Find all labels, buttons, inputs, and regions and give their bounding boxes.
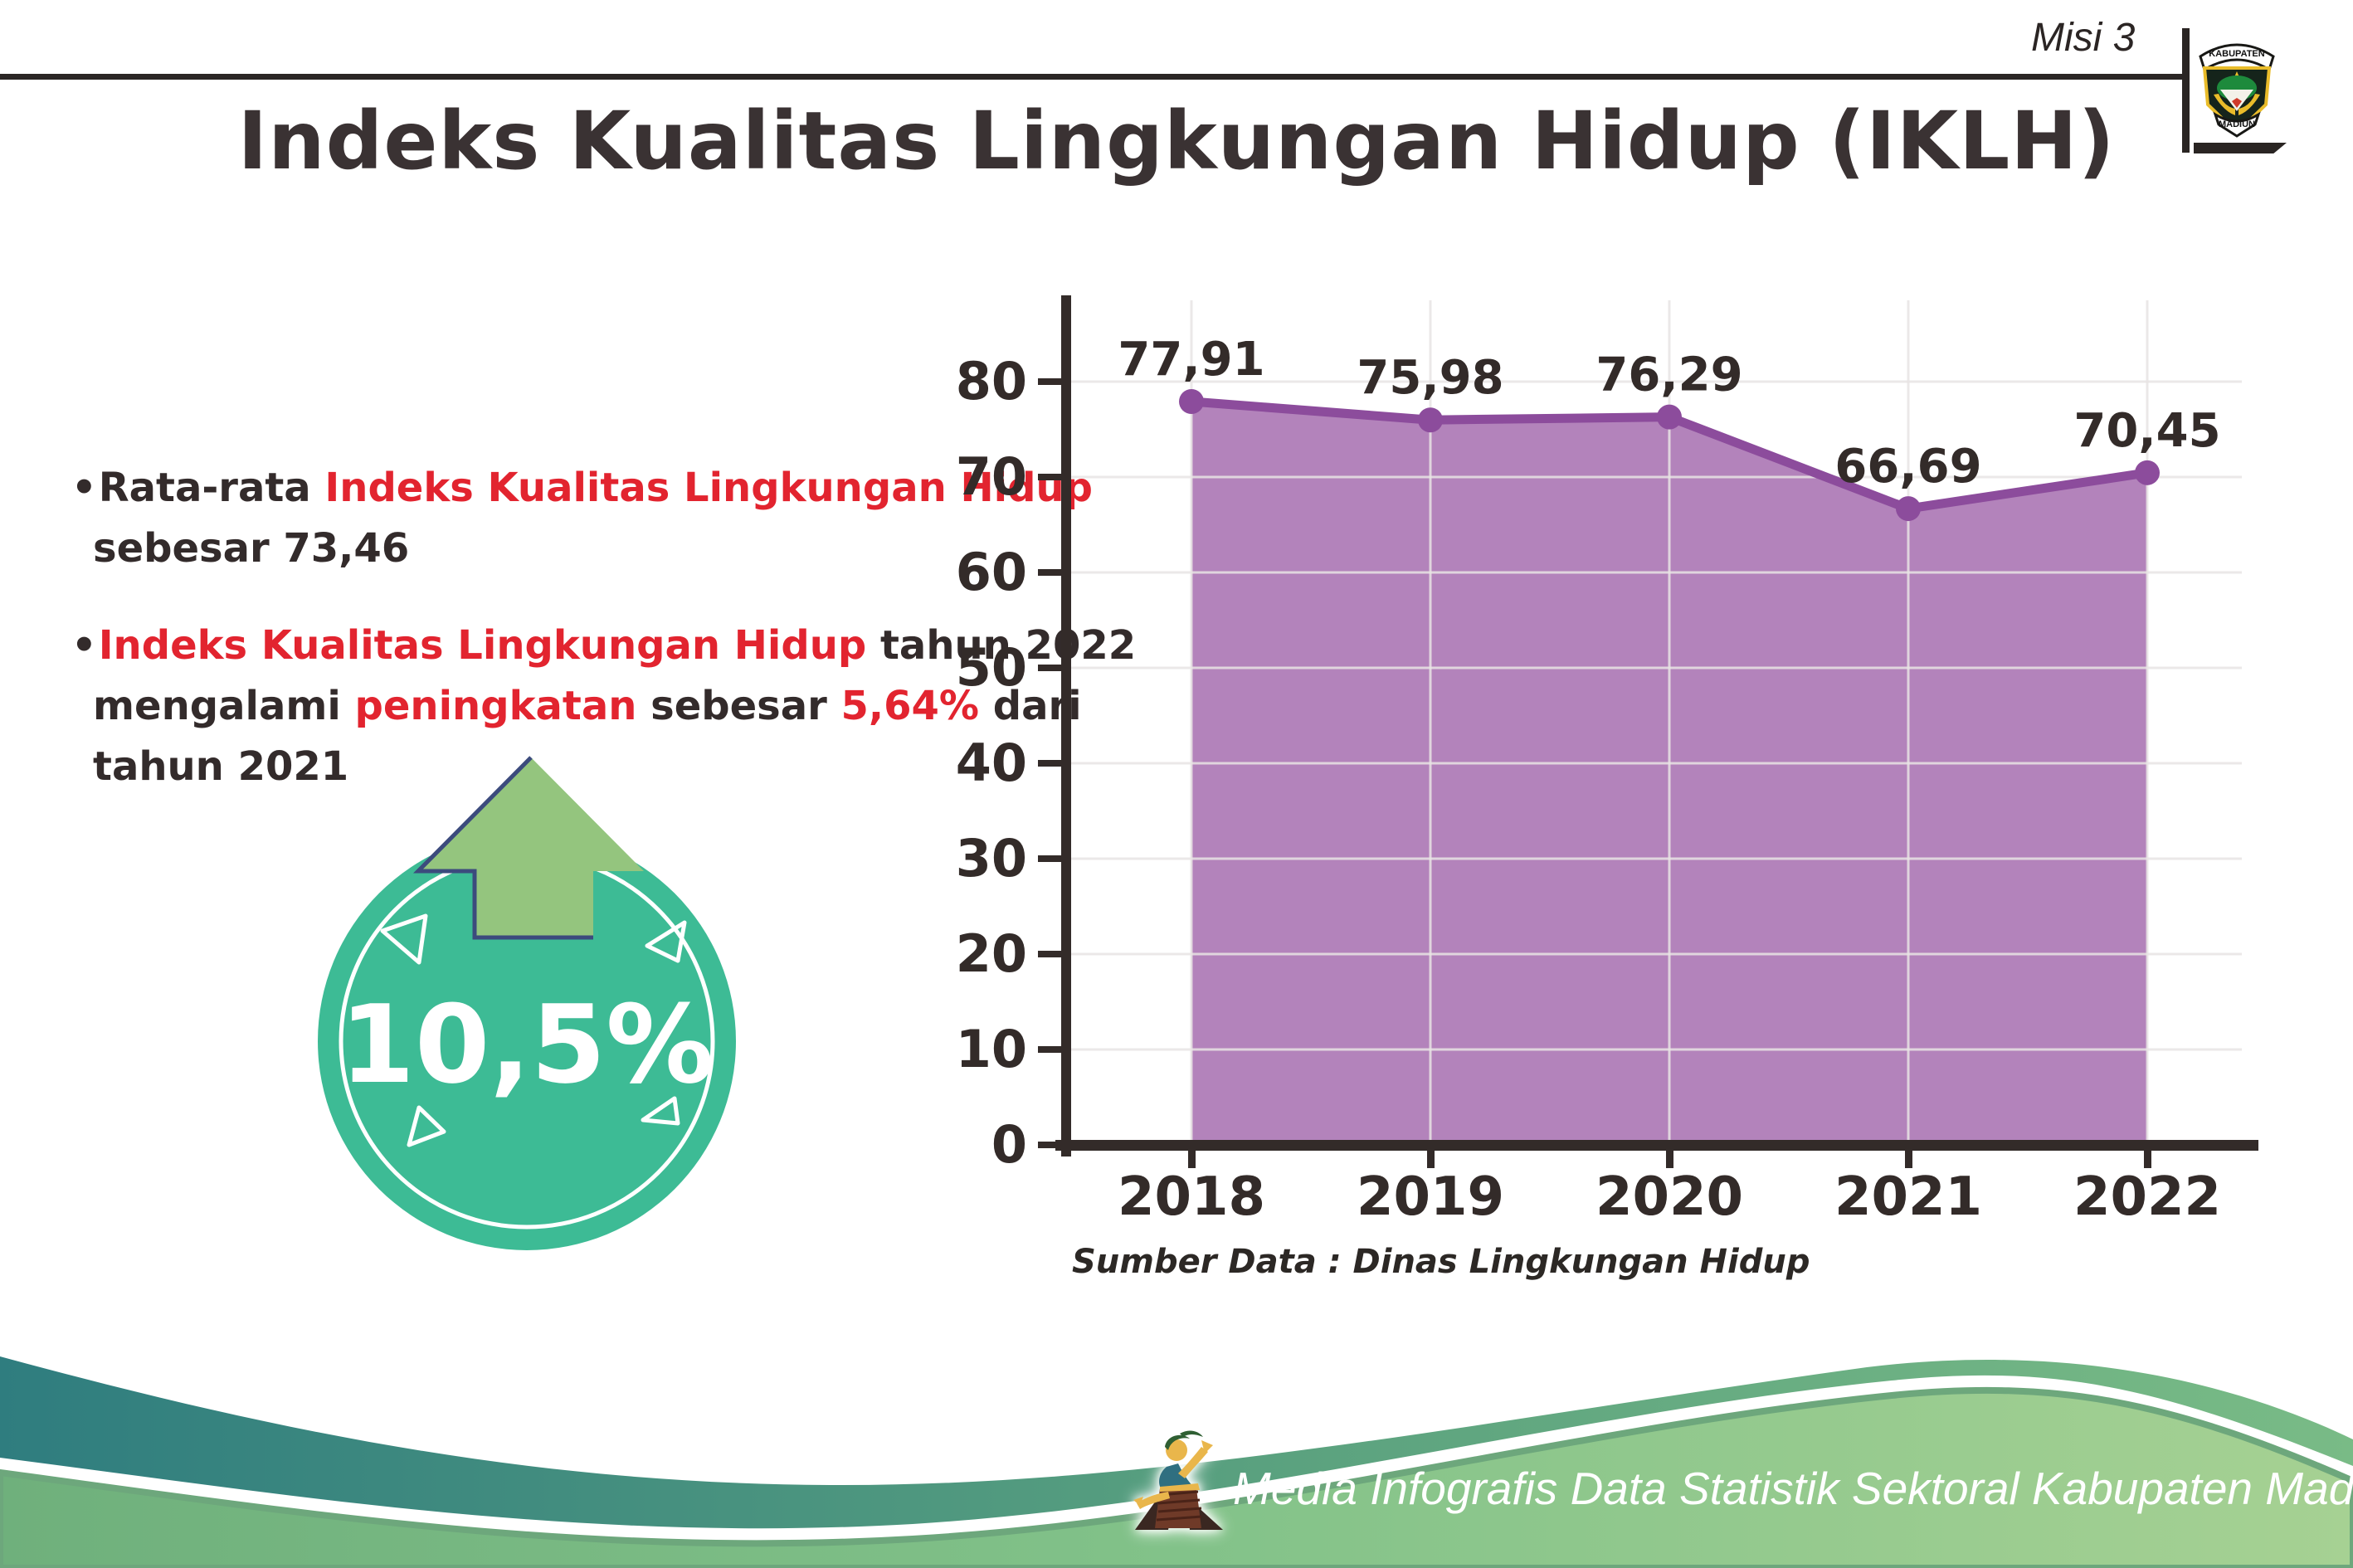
bullet-text-segment: Indeks Kualitas Lingkungan Hidup <box>98 622 867 669</box>
bullet-item: •Indeks Kualitas Lingkungan Hidup tahun … <box>71 616 1136 797</box>
bullet-marker: • <box>71 465 97 511</box>
bullet-marker: • <box>71 622 97 669</box>
chart-point <box>1657 404 1682 430</box>
bullet-text-segment: tahun 2022 <box>866 622 1137 669</box>
badge-value: 10,5% <box>339 981 714 1108</box>
chart-area <box>1191 402 2147 1145</box>
bullet-text-segment: tahun 2021 <box>93 743 349 790</box>
chart-y-tick-label: 80 <box>956 351 1027 411</box>
footer-mound <box>0 1386 2353 1568</box>
bullet-text-segment: sebesar <box>636 683 841 729</box>
logo-bottom-banner <box>2213 111 2261 138</box>
chart-y-tick-label: 20 <box>956 923 1027 984</box>
chart-y-tick <box>1038 1142 1061 1148</box>
footer-ribbon <box>0 1356 2353 1529</box>
chart-x-tick-label: 2018 <box>1118 1166 1265 1228</box>
footer-wave <box>0 1356 2353 1568</box>
chart-value-label: 66,69 <box>1834 440 1981 494</box>
chart-point <box>1896 496 1921 522</box>
chart-y-tick-label: 10 <box>956 1019 1027 1079</box>
chart-value-label: 76,29 <box>1595 348 1742 402</box>
header-rule <box>0 74 2187 80</box>
bullet-text-segment: dari <box>979 683 1082 729</box>
bullet-text-segment: mengalami <box>93 683 355 729</box>
chart-x-tick <box>2144 1150 2151 1168</box>
chart-x-tick-label: 2019 <box>1357 1166 1504 1228</box>
chart-point <box>1418 407 1443 433</box>
footer-credit: Media Infografis Data Statistik Sektoral… <box>1233 1463 2353 1514</box>
up-arrow-outline <box>412 756 593 940</box>
page-title: Indeks Kualitas Lingkungan Hidup (IKLH) <box>237 95 2116 187</box>
chart-value-label: 70,45 <box>2073 404 2220 458</box>
chart-point <box>1179 389 1204 415</box>
chart-y-tick-label: 30 <box>956 828 1027 889</box>
chart-x-tick <box>1666 1150 1673 1168</box>
source-note: Sumber Data : Dinas Lingkungan Hidup <box>1072 1243 1810 1281</box>
logo-bottom-text: MADIUN <box>2219 119 2255 129</box>
increase-badge: 10,5% <box>318 756 736 1250</box>
chart-y-tick-label: 0 <box>991 1114 1027 1175</box>
chart-y-tick <box>1038 378 1061 385</box>
logo-frame-bar <box>2182 28 2190 153</box>
misi-label: Misi 3 <box>2031 16 2136 60</box>
chart-y-tick <box>1038 1046 1061 1053</box>
chart-y-tick <box>1038 855 1061 862</box>
logo-top-text: KABUPATEN <box>2209 49 2264 59</box>
bullet-text-segment: Indeks Kualitas Lingkungan Hidup <box>324 465 1093 511</box>
badge-tick-sw <box>407 1105 446 1147</box>
logo-wing-left <box>2214 94 2235 115</box>
chart-value-label: 75,98 <box>1357 351 1503 405</box>
badge-tick-ne <box>645 920 687 963</box>
bullet-item: •Rata-rata Indeks Kualitas Lingkungan Hi… <box>71 458 1136 579</box>
chart-y-tick <box>1038 951 1061 957</box>
logo-wing-right <box>2239 94 2260 115</box>
logo-center-mark <box>2232 98 2242 108</box>
bullet-text-segment: Rata-rata <box>98 465 325 511</box>
chart-x-tick <box>1905 1150 1912 1168</box>
chart-x-tick-label: 2022 <box>2073 1166 2221 1228</box>
chart-x-tick <box>1188 1150 1196 1168</box>
chart-x-tick-label: 2021 <box>1834 1166 1982 1228</box>
chart-x-tick <box>1427 1150 1435 1168</box>
bullet-text-segment: 5,64% <box>840 683 980 729</box>
bullet-text-segment: peningkatan <box>354 683 637 729</box>
dancer-mascot-icon <box>1133 1430 1223 1530</box>
kabupaten-madiun-logo: KABUPATEN MADIUN <box>2199 43 2275 138</box>
logo-underbar <box>2194 143 2287 153</box>
badge-tick-nw <box>380 913 428 965</box>
chart-x-axis <box>1055 1140 2258 1151</box>
chart-x-tick-label: 2020 <box>1595 1166 1743 1228</box>
chart-point <box>2135 460 2160 485</box>
chart-value-label: 77,91 <box>1118 333 1264 387</box>
chart-line <box>1186 397 2152 514</box>
bullet-list: •Rata-rata Indeks Kualitas Lingkungan Hi… <box>71 458 1136 834</box>
bullet-text-segment: sebesar 73,46 <box>93 525 410 572</box>
badge-tick-se <box>641 1096 680 1126</box>
